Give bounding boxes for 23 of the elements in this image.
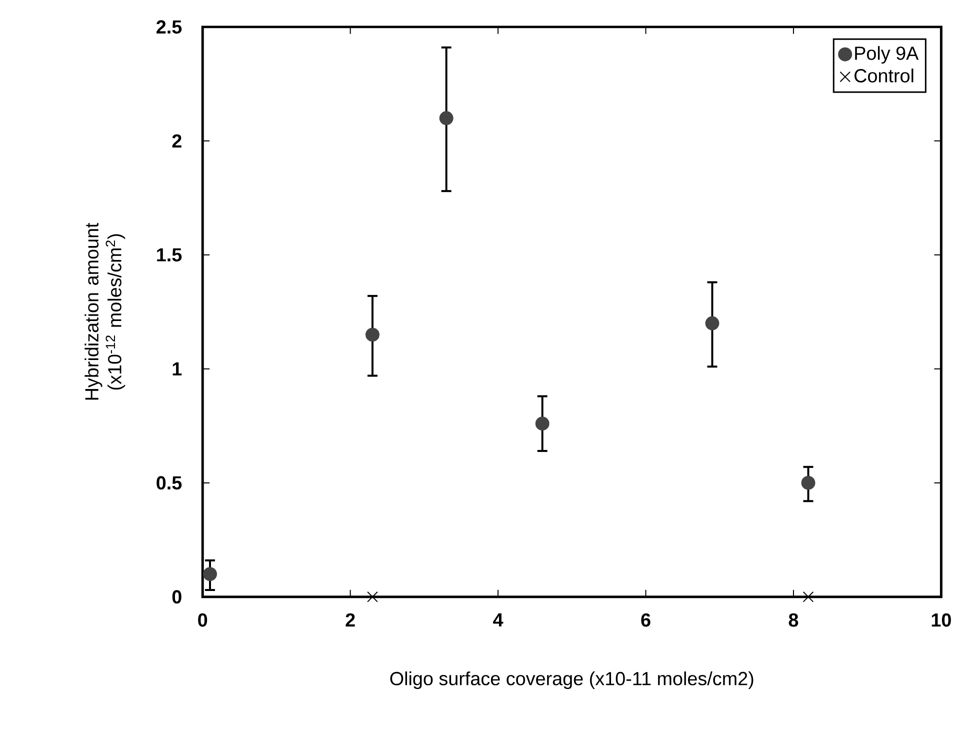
- y-tick-label: 0.5: [156, 476, 182, 490]
- legend-label: Poly 9A: [855, 46, 919, 64]
- x-tick-label: 0: [198, 614, 208, 627]
- x-axis-title: Oligo surface coverage (x10-11 moles/cm2): [390, 672, 754, 690]
- y-tick-label: 1.5: [157, 248, 182, 262]
- x-tick-label: 2: [346, 614, 355, 627]
- point: [366, 328, 380, 342]
- legend-label: Control: [854, 68, 914, 83]
- point: [203, 567, 217, 582]
- point: [802, 592, 814, 602]
- point: [535, 416, 550, 431]
- x-tick-label: 10: [932, 614, 951, 627]
- x-tick-label: 6: [641, 614, 650, 627]
- y-tick-label: 2: [172, 134, 182, 148]
- point: [801, 476, 816, 490]
- point: [439, 111, 454, 126]
- y-tick-label: 0: [172, 590, 182, 604]
- y-tick-label: 1: [172, 362, 182, 376]
- point: [367, 592, 378, 602]
- x-tick-label: 4: [493, 614, 504, 627]
- y-tick-label: 2.5: [156, 20, 182, 34]
- point: [705, 316, 720, 330]
- x-tick-label: 8: [788, 614, 798, 627]
